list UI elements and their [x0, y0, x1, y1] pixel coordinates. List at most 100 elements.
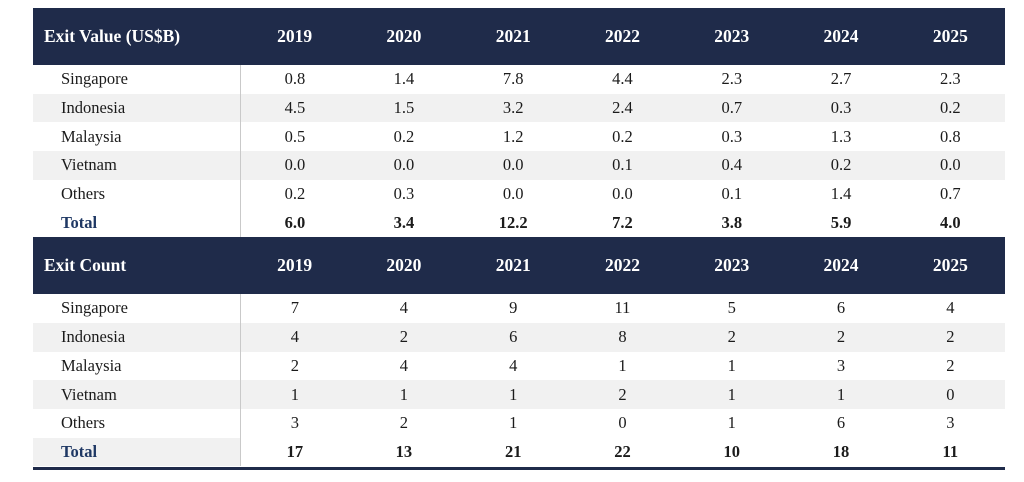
value-cell: 6	[786, 408, 896, 438]
year-header: 2023	[677, 237, 787, 295]
value-cell: 4	[349, 294, 459, 323]
value-cell: 0.0	[349, 151, 459, 180]
table-row: Malaysia 0.5 0.2 1.2 0.2 0.3 1.3 0.8	[33, 122, 1005, 152]
total-value-cell: 7.2	[567, 208, 678, 238]
table-row: Singapore 0.8 1.4 7.8 4.4 2.3 2.7 2.3	[33, 65, 1005, 94]
row-label: Vietnam	[33, 380, 241, 409]
value-cell: 4	[458, 351, 568, 381]
total-value-cell: 5.9	[786, 208, 896, 238]
value-cell: 2	[567, 380, 678, 409]
value-cell: 0.0	[458, 179, 568, 209]
value-cell: 2	[349, 408, 459, 438]
bottom-rule	[33, 467, 1005, 471]
row-label: Indonesia	[33, 322, 241, 352]
year-header: 2025	[895, 8, 1005, 65]
table-row: Indonesia 4.5 1.5 3.2 2.4 0.7 0.3 0.2	[33, 93, 1005, 123]
value-cell: 6	[458, 322, 568, 352]
year-header: 2025	[895, 237, 1005, 295]
exit-value-header-row: Exit Value (US$B) 2019 2020 2021 2022 20…	[33, 8, 1005, 65]
total-value-cell: 3.4	[349, 208, 459, 238]
value-cell: 0.0	[567, 179, 678, 209]
value-cell: 0.2	[240, 179, 350, 209]
value-cell: 0.4	[677, 151, 787, 180]
value-cell: 1	[458, 380, 568, 409]
exit-count-table: Exit Count 2019 2020 2021 2022 2023 2024…	[33, 237, 1005, 467]
year-header: 2024	[786, 237, 896, 295]
value-cell: 1	[677, 408, 787, 438]
table-row: Malaysia 2 4 4 1 1 3 2	[33, 351, 1005, 381]
exit-count-table-body: Singapore 7 4 9 11 5 6 4 Indonesia 4 2 6 8 2 2 2 Malaysi…	[33, 294, 1005, 467]
exit-count-header-row: Exit Count 2019 2020 2021 2022 2023 2024…	[33, 237, 1005, 295]
value-cell: 0.1	[677, 179, 787, 209]
exit-value-table-title: Exit Value (US$B)	[33, 8, 240, 65]
value-cell: 4	[240, 322, 350, 352]
value-cell: 4.5	[240, 93, 350, 123]
value-cell: 0.0	[458, 151, 568, 180]
value-cell: 2	[895, 351, 1005, 381]
year-header: 2022	[567, 8, 678, 65]
value-cell: 1	[349, 380, 459, 409]
table-row: Others 0.2 0.3 0.0 0.0 0.1 1.4 0.7	[33, 179, 1005, 209]
value-cell: 0.3	[677, 122, 787, 152]
year-header: 2019	[240, 237, 350, 295]
value-cell: 7	[240, 294, 350, 323]
total-value-cell: 10	[677, 437, 787, 467]
exit-tables-container: Exit Value (US$B) 2019 2020 2021 2022 20…	[33, 8, 1005, 471]
value-cell: 2	[677, 322, 787, 352]
year-header: 2022	[567, 237, 678, 295]
total-value-cell: 12.2	[458, 208, 568, 238]
value-cell: 9	[458, 294, 568, 323]
row-label: Malaysia	[33, 351, 241, 381]
year-header: 2020	[349, 237, 459, 295]
value-cell: 1.4	[786, 179, 896, 209]
value-cell: 0.1	[567, 151, 678, 180]
total-row: Total 17 13 21 22 10 18 11	[33, 437, 1005, 467]
total-label: Total	[33, 208, 241, 238]
value-cell: 2	[786, 322, 896, 352]
value-cell: 0.2	[349, 122, 459, 152]
value-cell: 0.8	[240, 65, 350, 94]
row-label: Singapore	[33, 65, 241, 94]
value-cell: 1.5	[349, 93, 459, 123]
value-cell: 4.4	[567, 65, 678, 94]
exit-value-table: Exit Value (US$B) 2019 2020 2021 2022 20…	[33, 8, 1005, 238]
value-cell: 0.0	[240, 151, 350, 180]
value-cell: 2.4	[567, 93, 678, 123]
value-cell: 0.8	[895, 122, 1005, 152]
table-row: Indonesia 4 2 6 8 2 2 2	[33, 322, 1005, 352]
total-value-cell: 3.8	[677, 208, 787, 238]
year-header: 2020	[349, 8, 459, 65]
value-cell: 1	[567, 351, 678, 381]
row-label: Indonesia	[33, 93, 241, 123]
value-cell: 0.2	[895, 93, 1005, 123]
year-header: 2019	[240, 8, 350, 65]
value-cell: 1	[458, 408, 568, 438]
value-cell: 3	[240, 408, 350, 438]
value-cell: 1	[786, 380, 896, 409]
total-value-cell: 6.0	[240, 208, 350, 238]
value-cell: 6	[786, 294, 896, 323]
year-header: 2021	[458, 237, 568, 295]
value-cell: 2.3	[677, 65, 787, 94]
table-row: Singapore 7 4 9 11 5 6 4	[33, 294, 1005, 323]
row-label: Others	[33, 408, 241, 438]
value-cell: 5	[677, 294, 787, 323]
value-cell: 2	[349, 322, 459, 352]
value-cell: 1	[240, 380, 350, 409]
value-cell: 2.3	[895, 65, 1005, 94]
value-cell: 8	[567, 322, 678, 352]
value-cell: 4	[895, 294, 1005, 323]
total-value-cell: 21	[458, 437, 568, 467]
value-cell: 1.4	[349, 65, 459, 94]
value-cell: 0.7	[677, 93, 787, 123]
row-label: Singapore	[33, 294, 241, 323]
total-label: Total	[33, 437, 241, 467]
value-cell: 3	[895, 408, 1005, 438]
exit-value-table-body: Singapore 0.8 1.4 7.8 4.4 2.3 2.7 2.3 Indonesia 4…	[33, 65, 1005, 238]
total-value-cell: 13	[349, 437, 459, 467]
row-label: Vietnam	[33, 151, 241, 180]
value-cell: 0.2	[786, 151, 896, 180]
value-cell: 1.3	[786, 122, 896, 152]
value-cell: 2	[895, 322, 1005, 352]
value-cell: 1.2	[458, 122, 568, 152]
